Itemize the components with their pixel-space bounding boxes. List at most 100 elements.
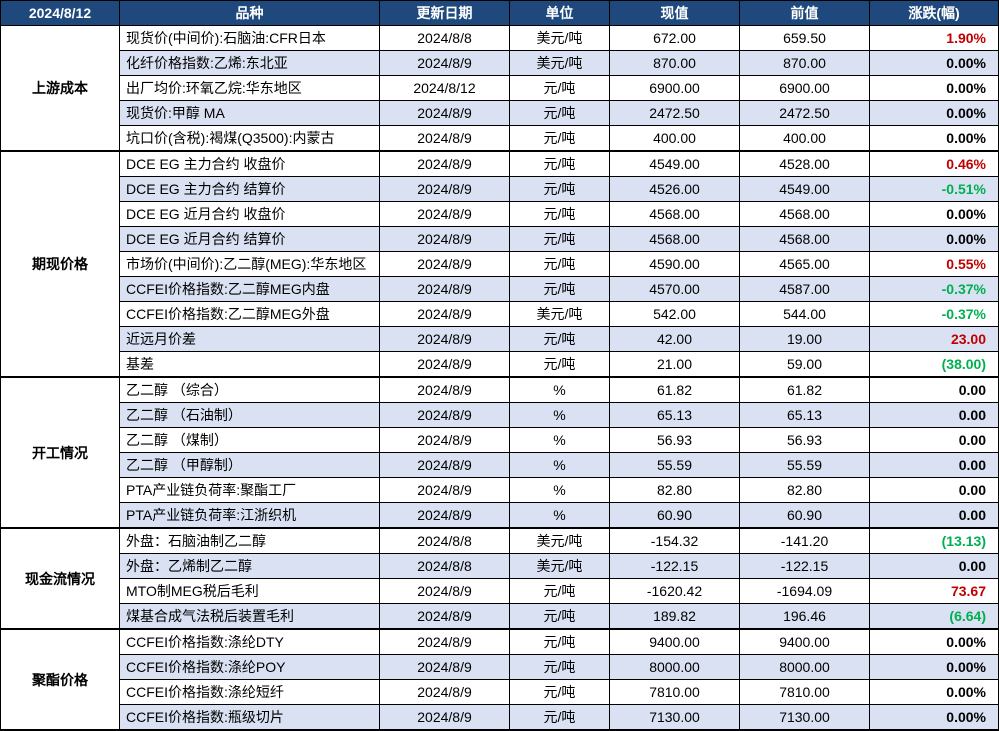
row-unit: 美元/吨 <box>510 302 610 327</box>
row-unit: 元/吨 <box>510 680 610 705</box>
row-name: 出厂均价:环氧乙烷:华东地区 <box>120 76 380 101</box>
row-change: 0.00% <box>870 126 999 152</box>
category-1: 期现价格 <box>0 152 120 378</box>
row-change: 0.00 <box>870 428 999 453</box>
row-current: 4570.00 <box>610 277 740 302</box>
row-change: 0.00 <box>870 453 999 478</box>
row-change: 0.00 <box>870 554 999 579</box>
row-date: 2024/8/9 <box>380 202 510 227</box>
row-unit: 美元/吨 <box>510 554 610 579</box>
row-change: 0.00% <box>870 76 999 101</box>
row-date: 2024/8/9 <box>380 327 510 352</box>
row-previous: 56.93 <box>740 428 870 453</box>
row-current: -154.32 <box>610 529 740 554</box>
row-change: 23.00 <box>870 327 999 352</box>
row-previous: 4528.00 <box>740 152 870 177</box>
row-current: 82.80 <box>610 478 740 503</box>
row-current: 4526.00 <box>610 177 740 202</box>
row-unit: 元/吨 <box>510 579 610 604</box>
row-change: -0.37% <box>870 302 999 327</box>
row-name: 基差 <box>120 352 380 378</box>
row-date: 2024/8/9 <box>380 126 510 152</box>
row-previous: 4565.00 <box>740 252 870 277</box>
row-current: 4568.00 <box>610 202 740 227</box>
row-unit: 美元/吨 <box>510 26 610 51</box>
row-unit: 元/吨 <box>510 126 610 152</box>
row-previous: 7130.00 <box>740 705 870 731</box>
category-3: 现金流情况 <box>0 529 120 630</box>
row-previous: 59.00 <box>740 352 870 378</box>
row-date: 2024/8/9 <box>380 478 510 503</box>
row-change: (38.00) <box>870 352 999 378</box>
row-name: 乙二醇 （石油制） <box>120 403 380 428</box>
row-date: 2024/8/9 <box>380 227 510 252</box>
header-col-3: 现值 <box>610 0 740 26</box>
row-change: 0.00% <box>870 51 999 76</box>
row-previous: 9400.00 <box>740 630 870 655</box>
row-change: (6.64) <box>870 604 999 630</box>
row-name: 近远月价差 <box>120 327 380 352</box>
row-previous: 19.00 <box>740 327 870 352</box>
row-change: -0.37% <box>870 277 999 302</box>
row-date: 2024/8/9 <box>380 152 510 177</box>
row-current: 9400.00 <box>610 630 740 655</box>
row-unit: 元/吨 <box>510 705 610 731</box>
row-unit: 元/吨 <box>510 352 610 378</box>
row-name: 现货价(中间价):石脑油:CFR日本 <box>120 26 380 51</box>
row-previous: 2472.50 <box>740 101 870 126</box>
row-name: 煤基合成气法税后装置毛利 <box>120 604 380 630</box>
row-unit: 元/吨 <box>510 227 610 252</box>
row-unit: 元/吨 <box>510 327 610 352</box>
row-name: 市场价(中间价):乙二醇(MEG):华东地区 <box>120 252 380 277</box>
row-current: 42.00 <box>610 327 740 352</box>
row-name: CCFEI价格指数:涤纶POY <box>120 655 380 680</box>
header-col-2: 单位 <box>510 0 610 26</box>
data-table: 2024/8/12品种更新日期单位现值前值涨跌(幅)上游成本现货价(中间价):石… <box>0 0 999 731</box>
row-date: 2024/8/9 <box>380 252 510 277</box>
row-unit: % <box>510 503 610 529</box>
row-date: 2024/8/8 <box>380 554 510 579</box>
row-name: DCE EG 主力合约 结算价 <box>120 177 380 202</box>
row-unit: 元/吨 <box>510 655 610 680</box>
row-unit: 元/吨 <box>510 76 610 101</box>
row-previous: 4587.00 <box>740 277 870 302</box>
row-name: DCE EG 近月合约 结算价 <box>120 227 380 252</box>
row-current: 61.82 <box>610 378 740 403</box>
row-date: 2024/8/9 <box>380 705 510 731</box>
row-current: 8000.00 <box>610 655 740 680</box>
row-previous: 61.82 <box>740 378 870 403</box>
header-date: 2024/8/12 <box>0 0 120 26</box>
row-previous: -141.20 <box>740 529 870 554</box>
row-unit: % <box>510 478 610 503</box>
row-unit: 美元/吨 <box>510 51 610 76</box>
row-current: 60.90 <box>610 503 740 529</box>
row-date: 2024/8/8 <box>380 26 510 51</box>
row-date: 2024/8/9 <box>380 453 510 478</box>
row-unit: 元/吨 <box>510 152 610 177</box>
row-unit: 元/吨 <box>510 277 610 302</box>
row-change: 0.00% <box>870 101 999 126</box>
row-previous: 400.00 <box>740 126 870 152</box>
row-previous: 870.00 <box>740 51 870 76</box>
row-previous: 196.46 <box>740 604 870 630</box>
row-name: DCE EG 主力合约 收盘价 <box>120 152 380 177</box>
row-current: 4568.00 <box>610 227 740 252</box>
row-previous: 82.80 <box>740 478 870 503</box>
row-change: 0.00% <box>870 630 999 655</box>
row-current: -122.15 <box>610 554 740 579</box>
row-unit: 元/吨 <box>510 202 610 227</box>
row-unit: 元/吨 <box>510 604 610 630</box>
row-name: PTA产业链负荷率:聚酯工厂 <box>120 478 380 503</box>
row-previous: 65.13 <box>740 403 870 428</box>
row-change: (13.13) <box>870 529 999 554</box>
row-unit: % <box>510 428 610 453</box>
row-date: 2024/8/9 <box>380 503 510 529</box>
row-current: 4549.00 <box>610 152 740 177</box>
row-name: 乙二醇 （综合） <box>120 378 380 403</box>
row-name: MTO制MEG税后毛利 <box>120 579 380 604</box>
row-name: 现货价:甲醇 MA <box>120 101 380 126</box>
row-date: 2024/8/9 <box>380 51 510 76</box>
row-change: 0.00 <box>870 503 999 529</box>
row-current: -1620.42 <box>610 579 740 604</box>
row-previous: 544.00 <box>740 302 870 327</box>
